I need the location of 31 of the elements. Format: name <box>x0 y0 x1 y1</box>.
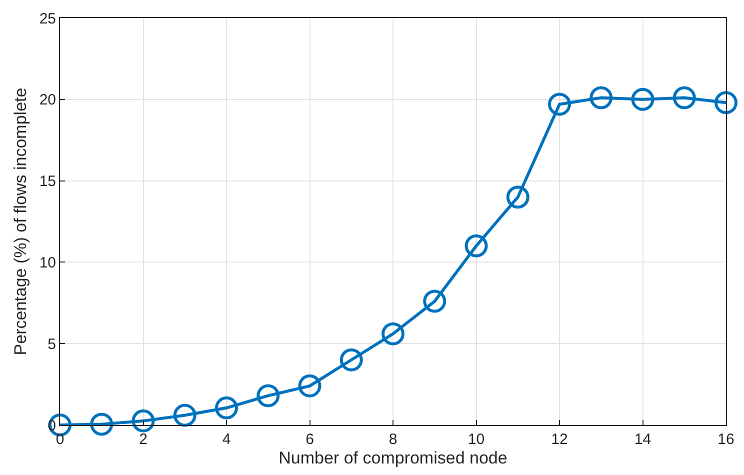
point <box>90 412 114 436</box>
point <box>548 92 571 116</box>
x-tick-label: 8 <box>388 431 398 448</box>
x-tick-label: 4 <box>222 431 231 448</box>
point <box>215 396 238 420</box>
x-axis-title: Number of compromised node <box>278 448 508 468</box>
point <box>340 348 363 372</box>
x-tick-label: 6 <box>306 431 314 448</box>
point <box>631 88 654 111</box>
x-tick-label: 14 <box>634 431 652 448</box>
point <box>256 384 280 408</box>
y-tick-label: 25 <box>39 10 56 28</box>
point <box>590 86 613 110</box>
y-tick-label: 20 <box>39 92 56 109</box>
y-tick-label: 5 <box>48 336 56 353</box>
point <box>298 374 322 398</box>
y-tick-label: 10 <box>39 254 56 272</box>
point <box>382 322 404 346</box>
point <box>672 86 696 110</box>
point <box>173 404 196 427</box>
point <box>506 186 530 209</box>
y-tick-label: 15 <box>39 173 56 190</box>
x-tick-label: 16 <box>718 431 734 448</box>
point <box>423 290 446 313</box>
y-axis-title: Percentage (%) of flows incomplete <box>10 88 30 356</box>
x-tick-label: 2 <box>139 431 148 448</box>
point <box>132 409 155 432</box>
x-tick-label: 10 <box>468 431 485 448</box>
point <box>714 91 738 114</box>
point <box>464 234 488 258</box>
x-tick-label: 12 <box>551 431 568 448</box>
